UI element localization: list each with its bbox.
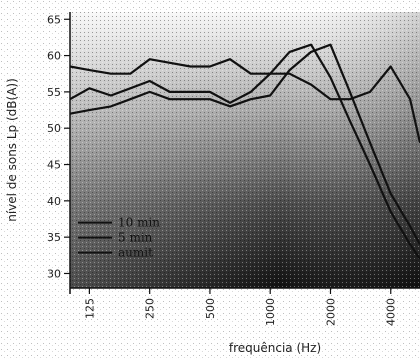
legend-label: 10 min [118, 216, 160, 230]
x-tick-label: 1000 [264, 298, 277, 326]
y-axis-ticks: 30 35 40 45 50 55 60 65 [47, 13, 70, 280]
y-axis-title: nível de sons Lp (dB(A)) [5, 78, 19, 222]
plot-background-stipple [70, 12, 420, 288]
y-tick-label: 40 [47, 195, 61, 208]
series-line-10-min [69, 58, 420, 143]
x-tick-label: 2000 [324, 298, 337, 326]
series-line-aumit [69, 43, 420, 245]
y-tick-label: 55 [47, 86, 61, 99]
y-tick-label: 65 [47, 13, 61, 26]
x-tick-label: 500 [204, 298, 217, 319]
y-tick-label: 45 [47, 159, 61, 172]
x-axis-ticks: 125 250 500 1000 2000 4000 [83, 288, 398, 326]
plot-area [70, 12, 420, 288]
y-tick-label: 60 [47, 50, 61, 63]
series-line-5-min [69, 43, 420, 260]
legend-label: 5 min [118, 231, 153, 245]
x-axis-title: frequência (Hz) [229, 341, 321, 355]
y-tick-label: 50 [47, 122, 61, 135]
y-tick-label: 30 [47, 267, 61, 280]
y-tick-label: 35 [47, 231, 61, 244]
axes [69, 12, 420, 294]
legend-label: aumit [118, 246, 153, 260]
x-tick-label: 125 [83, 298, 96, 319]
x-tick-label: 250 [144, 298, 157, 319]
x-tick-label: 4000 [385, 298, 398, 326]
series-lines [69, 43, 420, 260]
